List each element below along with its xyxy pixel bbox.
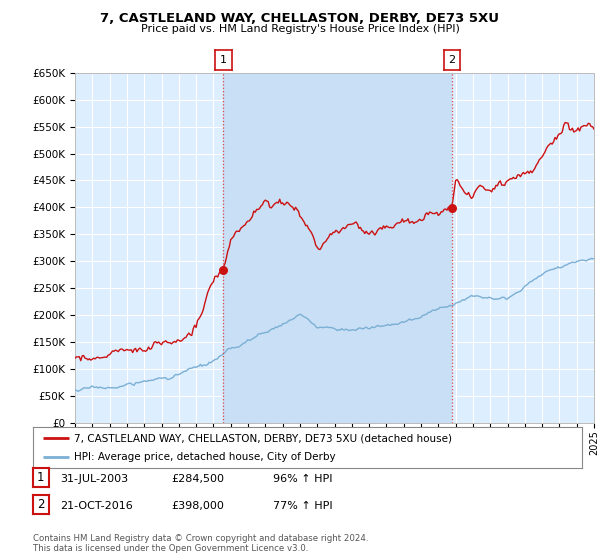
Text: 7, CASTLELAND WAY, CHELLASTON, DERBY, DE73 5XU (detached house): 7, CASTLELAND WAY, CHELLASTON, DERBY, DE… (74, 433, 452, 443)
Text: 77% ↑ HPI: 77% ↑ HPI (273, 501, 332, 511)
Point (447, 204, 457, 213)
Text: Price paid vs. HM Land Registry's House Price Index (HPI): Price paid vs. HM Land Registry's House … (140, 24, 460, 34)
Point (218, 265, 228, 274)
Text: 2: 2 (37, 498, 44, 511)
Text: 96% ↑ HPI: 96% ↑ HPI (273, 474, 332, 484)
Text: £398,000: £398,000 (171, 501, 224, 511)
Bar (223, 73, 452, 423)
Text: £284,500: £284,500 (171, 474, 224, 484)
Text: 21-OCT-2016: 21-OCT-2016 (60, 501, 133, 511)
Text: 2: 2 (448, 55, 455, 65)
Text: HPI: Average price, detached house, City of Derby: HPI: Average price, detached house, City… (74, 452, 336, 461)
Text: 1: 1 (37, 471, 44, 484)
Text: 1: 1 (220, 55, 227, 65)
Text: 31-JUL-2003: 31-JUL-2003 (60, 474, 128, 484)
Text: 7, CASTLELAND WAY, CHELLASTON, DERBY, DE73 5XU: 7, CASTLELAND WAY, CHELLASTON, DERBY, DE… (101, 12, 499, 25)
Text: Contains HM Land Registry data © Crown copyright and database right 2024.
This d: Contains HM Land Registry data © Crown c… (33, 534, 368, 553)
